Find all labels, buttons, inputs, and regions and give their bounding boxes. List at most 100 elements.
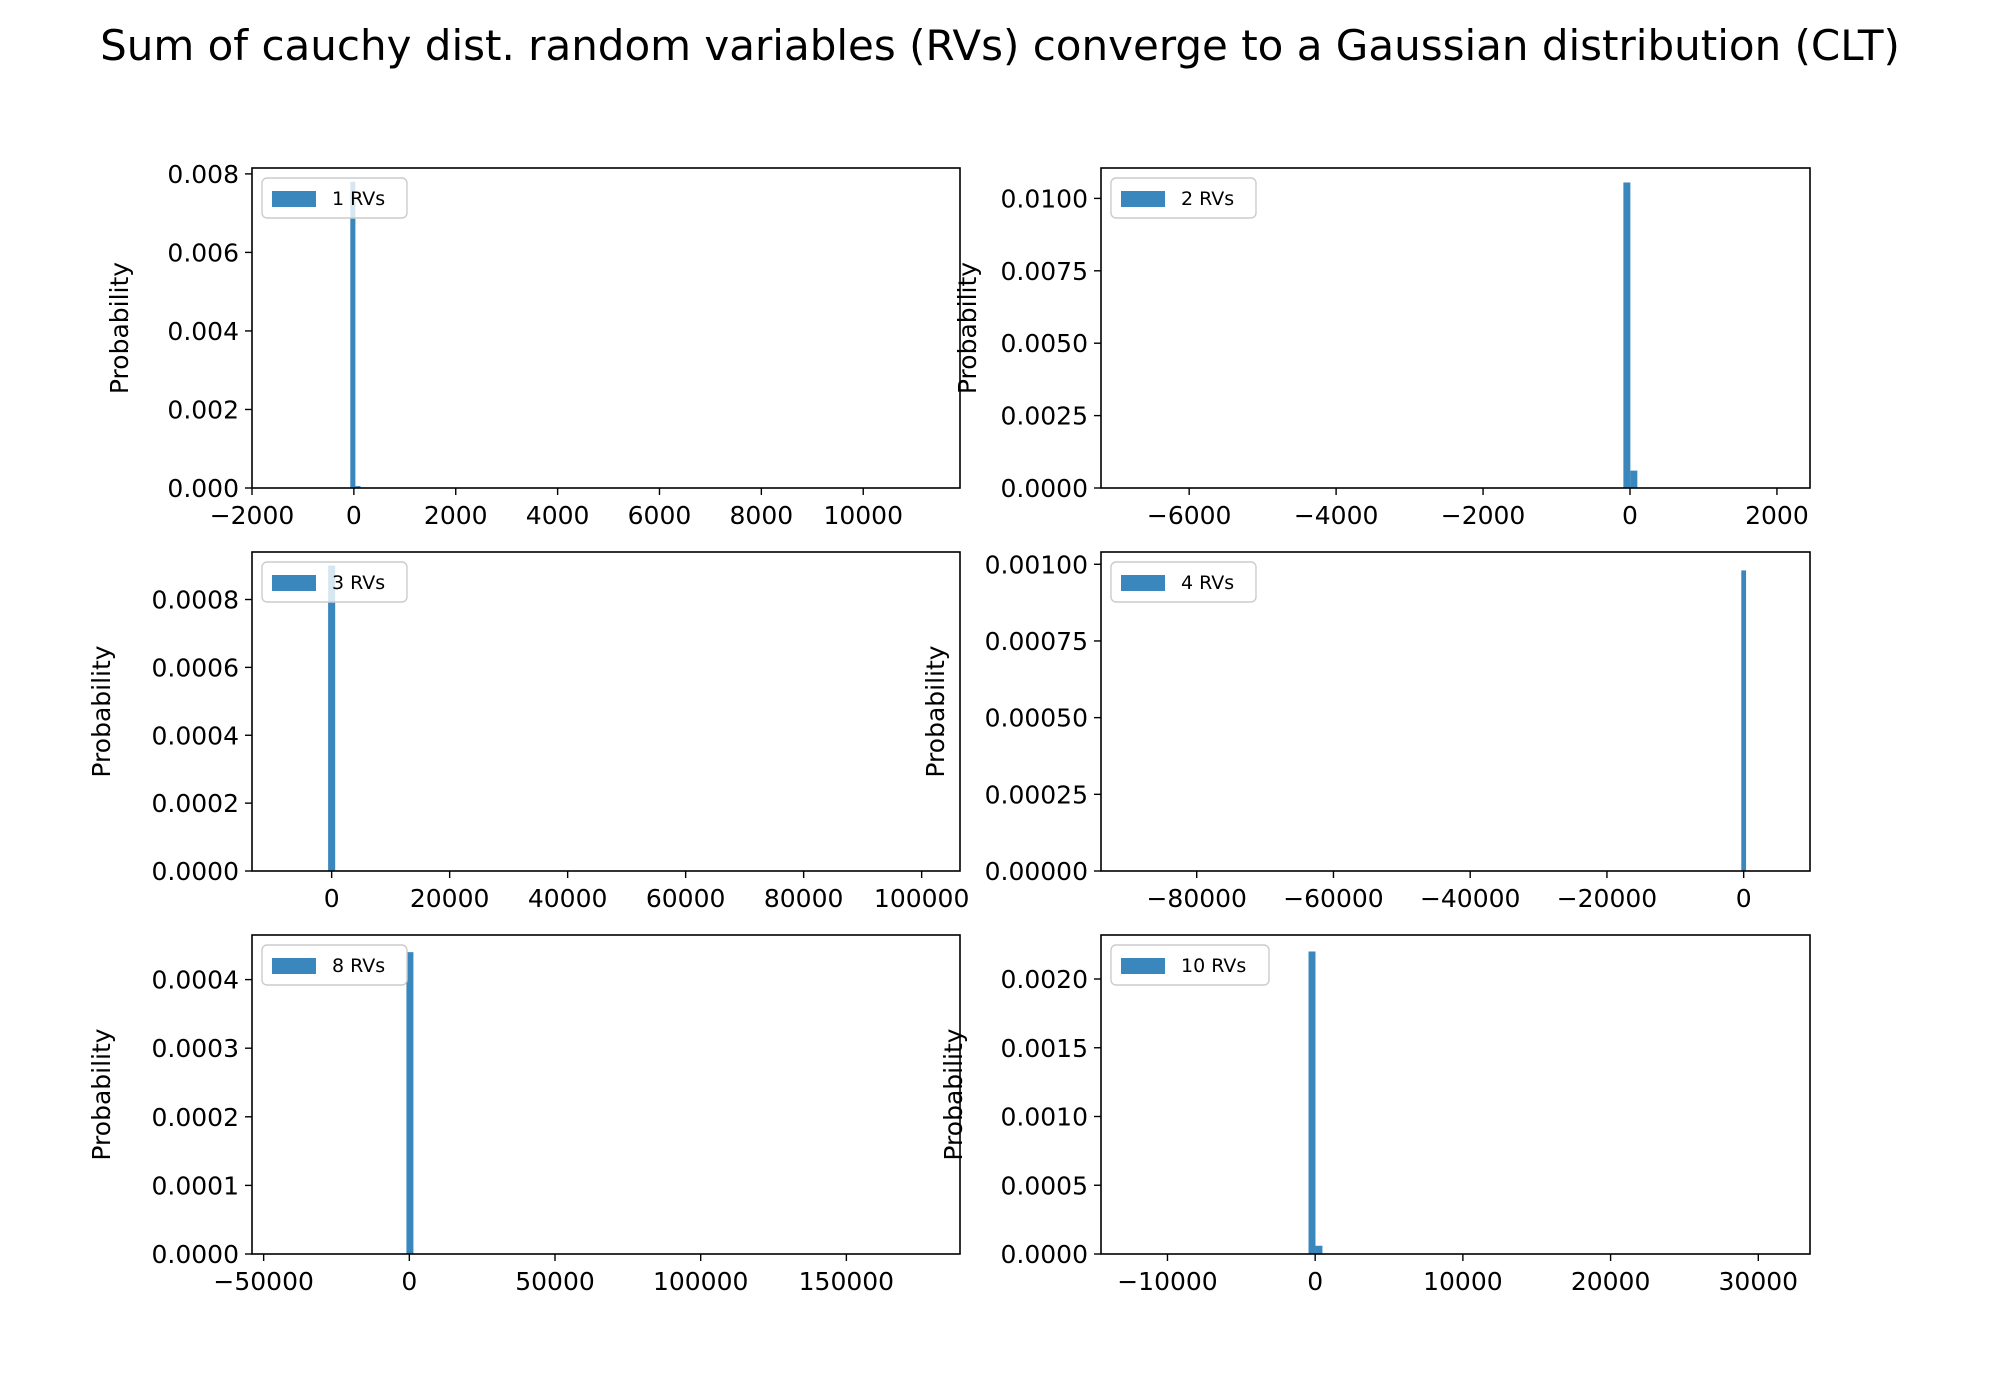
y-tick-label: 0.008 xyxy=(167,160,239,189)
x-tick-label: −2000 xyxy=(1441,501,1526,530)
y-tick-label: 0.0000 xyxy=(1001,1240,1088,1269)
x-tick-label: 40000 xyxy=(528,884,608,913)
y-tick-label: 0.00050 xyxy=(985,704,1088,733)
y-tick-label: 0.0008 xyxy=(152,586,239,615)
subplot-3: 0 20000 40000 60000 80000 100000 0.0000 0.0002 0… xyxy=(87,551,969,913)
axes-frame xyxy=(1100,934,1811,1255)
legend-box xyxy=(261,177,408,219)
x-tick-label: 8000 xyxy=(730,501,794,530)
x-tick-label: −2000 xyxy=(210,501,295,530)
y-tick-label: 0.00100 xyxy=(985,550,1088,579)
x-tick-label: 30000 xyxy=(1719,1267,1799,1296)
subplot-2: −6000 −4000 −2000 0 2000 0.0000 0.0025 0.0050 0.… xyxy=(953,167,1811,530)
y-tick-label: 0.0100 xyxy=(1001,184,1088,213)
legend: 8 RVs xyxy=(261,944,408,986)
x-tick-label: −6000 xyxy=(1147,501,1232,530)
x-tick-label: 0 xyxy=(1736,884,1752,913)
x-tick-label: 100000 xyxy=(653,1267,748,1296)
y-tick-label: 0.0000 xyxy=(1001,474,1088,503)
y-tick-label: 0.00000 xyxy=(985,857,1088,886)
legend-label: 3 RVs xyxy=(332,572,385,594)
y-tick-label: 0.0075 xyxy=(1001,257,1088,286)
legend: 3 RVs xyxy=(261,561,408,603)
x-tick-label: 60000 xyxy=(646,884,726,913)
y-tick-label: 0.0004 xyxy=(152,966,239,995)
y-axis-label: Probability xyxy=(87,645,116,777)
x-tick-label: 2000 xyxy=(424,501,488,530)
x-tick-label: 0 xyxy=(346,501,362,530)
axes-frame xyxy=(1100,167,1811,489)
histogram-bar xyxy=(1315,1245,1323,1254)
x-tick-label: 150000 xyxy=(799,1267,894,1296)
histogram-bar xyxy=(1308,951,1316,1254)
x-tick-label: 0 xyxy=(1307,1267,1323,1296)
x-tick-label: −4000 xyxy=(1294,501,1379,530)
y-tick-label: 0.0015 xyxy=(1001,1034,1088,1063)
y-axis-label: Probability xyxy=(921,645,950,777)
legend-label: 4 RVs xyxy=(1181,572,1234,594)
legend: 1 RVs xyxy=(261,177,408,219)
y-tick-label: 0.0050 xyxy=(1001,329,1088,358)
x-tick-label: 50000 xyxy=(515,1267,595,1296)
legend: 4 RVs xyxy=(1110,561,1257,603)
x-tick-label: 10000 xyxy=(823,501,903,530)
subplot-4: −80000 −60000 −40000 −20000 0 0.00000 0.00025 0… xyxy=(921,550,1811,913)
y-tick-label: 0.0004 xyxy=(152,721,239,750)
legend: 2 RVs xyxy=(1110,177,1257,219)
x-tick-label: 80000 xyxy=(764,884,844,913)
histogram-bar xyxy=(355,486,361,488)
x-tick-label: 20000 xyxy=(410,884,490,913)
x-tick-label: 2000 xyxy=(1745,501,1809,530)
y-axis-label: Probability xyxy=(939,1028,968,1160)
histogram-bar xyxy=(328,565,336,871)
axes-frame xyxy=(1100,551,1811,872)
subplot-1: −2000 0 2000 4000 6000 8000 10000 0.000 0.002 0.0… xyxy=(105,160,961,530)
y-axis-label: Probability xyxy=(105,262,134,394)
x-tick-label: 6000 xyxy=(628,501,692,530)
x-tick-label: 0 xyxy=(324,884,340,913)
x-tick-label: −40000 xyxy=(1420,884,1520,913)
axes-frame xyxy=(251,934,961,1255)
subplot-5: −50000 0 50000 100000 150000 0.0000 0.0001 0.00… xyxy=(87,934,961,1296)
legend-label: 8 RVs xyxy=(332,955,385,977)
histogram-bar xyxy=(406,952,414,1254)
x-tick-label: −60000 xyxy=(1283,884,1383,913)
y-tick-label: 0.00075 xyxy=(985,627,1088,656)
y-tick-label: 0.0020 xyxy=(1001,965,1088,994)
axes-frame xyxy=(251,167,961,489)
histogram-bar xyxy=(1630,470,1638,488)
figure-title: Sum of cauchy dist. random variables (RV… xyxy=(100,21,1900,70)
y-tick-label: 0.0000 xyxy=(152,1240,239,1269)
x-tick-label: 10000 xyxy=(1423,1267,1503,1296)
y-tick-label: 0.002 xyxy=(167,395,239,424)
y-tick-label: 0.0002 xyxy=(152,1103,239,1132)
y-axis-label: Probability xyxy=(953,262,982,394)
legend-label: 2 RVs xyxy=(1181,188,1234,210)
legend-swatch xyxy=(1121,575,1165,591)
legend-label: 1 RVs xyxy=(332,188,385,210)
legend-swatch xyxy=(1121,958,1165,974)
x-tick-label: 20000 xyxy=(1571,1267,1651,1296)
histogram-bar xyxy=(1623,182,1631,488)
y-tick-label: 0.00025 xyxy=(985,780,1088,809)
y-tick-label: 0.0001 xyxy=(152,1171,239,1200)
x-tick-label: 0 xyxy=(401,1267,417,1296)
x-tick-label: −80000 xyxy=(1146,884,1246,913)
legend: 10 RVs xyxy=(1110,944,1270,986)
legend-label: 10 RVs xyxy=(1181,955,1246,977)
legend-swatch xyxy=(272,191,316,207)
legend-box xyxy=(1110,561,1257,603)
x-tick-label: 4000 xyxy=(526,501,590,530)
y-tick-label: 0.0010 xyxy=(1001,1103,1088,1132)
y-tick-label: 0.0025 xyxy=(1001,402,1088,431)
y-tick-label: 0.0000 xyxy=(152,857,239,886)
y-axis-label: Probability xyxy=(87,1028,116,1160)
x-tick-label: −10000 xyxy=(1117,1267,1217,1296)
legend-swatch xyxy=(1121,191,1165,207)
axes-frame xyxy=(251,551,961,872)
y-tick-label: 0.0003 xyxy=(152,1034,239,1063)
y-tick-label: 0.0002 xyxy=(152,789,239,818)
x-tick-label: 100000 xyxy=(874,884,969,913)
y-tick-label: 0.0006 xyxy=(152,653,239,682)
